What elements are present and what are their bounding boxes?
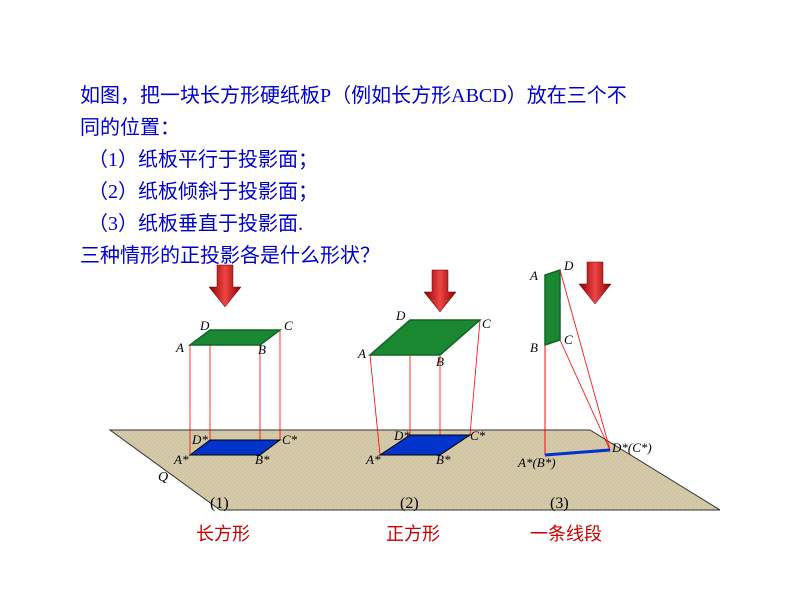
label-bs1: B* (255, 452, 269, 468)
label-as3: A*(B*) (518, 455, 556, 471)
label-c2: C (482, 316, 491, 332)
diagram-svg (100, 260, 720, 520)
label-cs1: C* (282, 432, 297, 448)
label-b2: B (436, 354, 444, 370)
label-b1: B (258, 342, 266, 358)
label-as1: A* (174, 452, 188, 468)
label-a3: A (530, 268, 538, 284)
condition-2: （2）纸板倾斜于投影面； (88, 176, 318, 208)
label-q: Q (158, 470, 168, 486)
projection-diagram: A B C D A* B* C* D* A B C D A* B* C* D* … (100, 260, 720, 520)
label-as2: A* (366, 452, 380, 468)
label-ds3: D*(C*) (612, 440, 652, 456)
arrow-2 (424, 270, 456, 312)
label-ds1: D* (192, 432, 208, 448)
answer-2: 正方形 (386, 520, 440, 546)
case-2-label: (2) (400, 495, 419, 513)
label-d2: D (396, 308, 405, 324)
problem-line-2: 同的位置： (80, 112, 180, 144)
label-a1: A (176, 340, 184, 356)
case2-board (370, 320, 480, 355)
problem-line-1: 如图，把一块长方形硬纸板P（例如长方形ABCD）放在三个不 (80, 80, 627, 112)
proj-line (470, 320, 480, 435)
label-c1: C (284, 318, 293, 334)
case-3-label: (3) (550, 495, 569, 513)
arrow-3 (579, 262, 611, 304)
condition-1: （1）纸板平行于投影面； (88, 144, 318, 176)
label-c3: C (564, 332, 573, 348)
label-cs2: C* (470, 428, 485, 444)
label-ds2: D* (394, 428, 410, 444)
arrow-1 (209, 265, 241, 307)
condition-3: （3）纸板垂直于投影面. (88, 208, 303, 240)
label-d3: D (564, 258, 573, 274)
label-bs2: B* (436, 452, 450, 468)
answer-3: 一条线段 (530, 520, 602, 546)
case-1-label: (1) (210, 495, 229, 513)
label-b3: B (530, 340, 538, 356)
case3-board (545, 270, 560, 345)
label-a2: A (358, 346, 366, 362)
answer-1: 长方形 (196, 520, 250, 546)
proj-line (560, 270, 610, 450)
label-d1: D (200, 318, 209, 334)
